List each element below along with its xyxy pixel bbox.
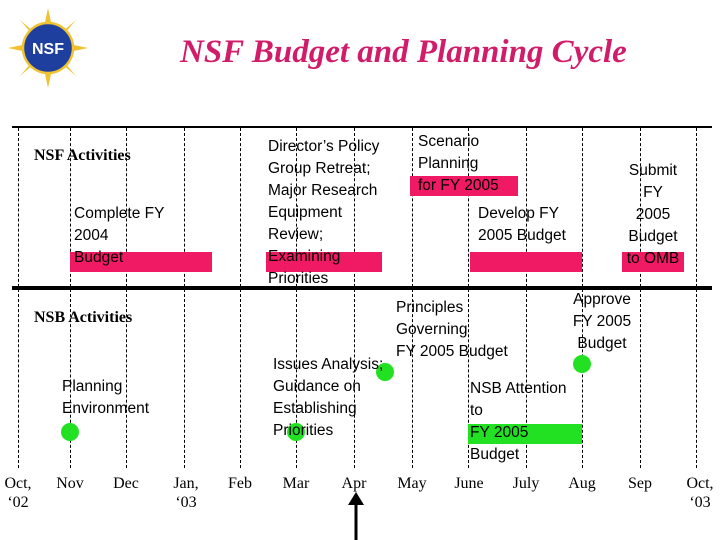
nsf-activities-label: NSF Activities [34,147,131,164]
scenario-planning-bar [410,176,518,196]
develop-fy2005-bar [470,252,582,272]
nsf-logo: NSF [8,8,88,88]
top-border-line [12,126,712,128]
month-gridline [640,128,641,468]
month-gridline [468,128,469,468]
month-label: Jan, ‘03 [173,475,199,511]
month-label: Mar [282,475,310,492]
month-label: Oct, ‘02 [4,475,32,511]
month-gridline [18,128,19,468]
approve-fy2005-milestone [573,355,591,373]
month-gridline [354,128,355,468]
directors-retreat-text: Director’s Policy Group Retreat; Major R… [268,138,380,287]
issues-analysis-milestone [287,423,305,441]
month-label: Nov [56,475,84,492]
month-gridline [296,128,297,468]
month-label: May [397,475,427,492]
nsb-activities-label: NSB Activities [34,309,133,326]
principles-text: Principles Governing FY 2005 Budget [396,299,508,360]
principles-milestone [376,363,394,381]
planning-environment-text: Planning Environment [62,378,150,417]
scenario-planning-text: Scenario Planning for FY 2005 [418,133,499,194]
complete-fy2004-text: Complete FY 2004 Budget [74,205,165,266]
month-gridline [184,128,185,468]
nsb-attention-bar [468,424,582,444]
month-gridline [526,128,527,468]
issues-analysis-text: Issues Analysis; Guidance on Establishin… [273,356,384,439]
develop-fy2005-text: Develop FY 2005 Budget [478,205,566,244]
month-label: Feb [228,475,252,492]
directors-retreat-bar [266,252,382,272]
complete-fy2004-bar [70,252,212,272]
month-label: Apr [341,475,367,492]
month-gridline [412,128,413,468]
month-gridline [696,128,697,468]
page-title: NSF Budget and Planning Cycle [180,34,627,70]
planning-environment-milestone [61,423,79,441]
month-gridline [70,128,71,468]
month-gridline [126,128,127,468]
month-label: Dec [113,475,139,492]
submit-omb-text: Submit FY 2005 Budget to OMB [626,162,680,267]
month-label: Aug [568,475,596,492]
activities-divider-line [12,286,712,290]
month-gridline [582,128,583,468]
nsb-attention-text: NSB Attention to FY 2005 Budget [470,380,567,463]
month-label: Oct, ‘03 [686,475,714,511]
current-month-arrow-icon [348,492,364,540]
month-label: July [512,475,540,492]
svg-text:NSF: NSF [32,41,64,58]
month-label: June [454,475,484,492]
month-label: Sep [628,475,652,492]
approve-fy2005-text: Approve FY 2005 Budget [572,291,632,352]
month-gridline [240,128,241,468]
submit-omb-bar [622,252,684,272]
nsf-seal-icon: NSF [8,8,88,88]
